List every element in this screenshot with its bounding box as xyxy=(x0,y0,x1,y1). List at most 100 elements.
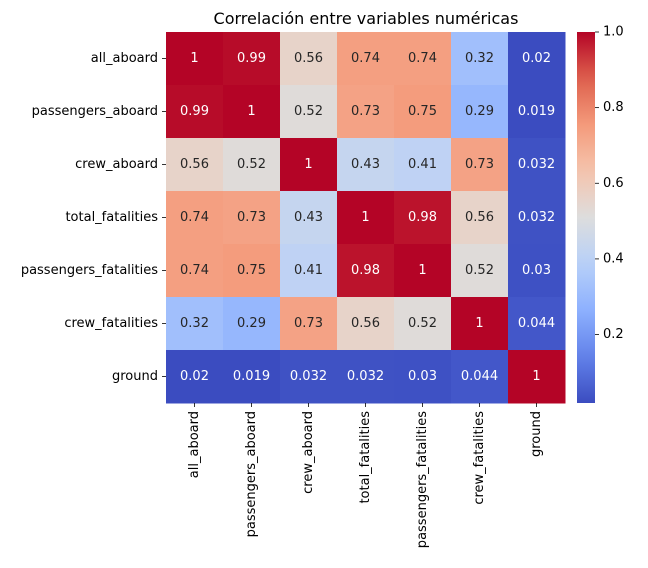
cell-value-label: 0.74 xyxy=(408,51,437,66)
heatmap-cell xyxy=(223,85,281,139)
heatmap-cell xyxy=(451,244,509,298)
cell-value-label: 0.03 xyxy=(522,263,551,278)
heatmap-cell xyxy=(337,244,395,298)
heatmap-cell xyxy=(508,350,566,404)
cell-value-label: 0.32 xyxy=(180,316,209,331)
cell-value-label: 0.98 xyxy=(408,210,437,225)
heatmap-cell xyxy=(451,191,509,245)
cell-value-label: 0.52 xyxy=(237,157,266,172)
y-tick-label: all_aboard xyxy=(91,51,158,66)
cell-value-label: 0.56 xyxy=(180,157,209,172)
heatmap-cell xyxy=(166,244,224,298)
heatmap-cell xyxy=(337,297,395,351)
colorbar-tick-label: 0.2 xyxy=(603,327,624,342)
heatmap-cell xyxy=(508,138,566,192)
cell-value-label: 0.75 xyxy=(237,263,266,278)
cell-value-label: 0.52 xyxy=(465,263,494,278)
heatmap-cell xyxy=(280,350,338,404)
cell-value-label: 0.019 xyxy=(518,104,555,119)
cell-value-label: 0.019 xyxy=(233,369,270,384)
x-tick-label: ground xyxy=(529,411,544,457)
colorbar-tick-label: 1.0 xyxy=(603,25,624,40)
cell-value-label: 0.02 xyxy=(180,369,209,384)
cell-value-label: 0.75 xyxy=(408,104,437,119)
heatmap-cell xyxy=(451,138,509,192)
y-tick-label: crew_fatalities xyxy=(64,316,158,331)
heatmap-cell xyxy=(394,297,452,351)
chart-title: Correlación entre variables numéricas xyxy=(214,9,519,28)
heatmap-cell xyxy=(337,32,395,86)
heatmap-cell xyxy=(508,244,566,298)
heatmap-cell xyxy=(280,85,338,139)
heatmap-cell xyxy=(223,244,281,298)
col-labels: all_aboard passengers_aboard crew_aboard to… xyxy=(187,403,544,548)
cell-value-label: 0.032 xyxy=(290,369,327,384)
x-tick-label: passengers_aboard xyxy=(244,411,259,537)
cell-value-label: 0.03 xyxy=(408,369,437,384)
cell-value-label: 1 xyxy=(304,157,312,172)
cell-value-label: 0.99 xyxy=(180,104,209,119)
heatmap-cell xyxy=(451,350,509,404)
cell-value-label: 0.43 xyxy=(294,210,323,225)
cell-value-label: 0.73 xyxy=(237,210,266,225)
cell-value-label: 0.52 xyxy=(408,316,437,331)
heatmap-cell xyxy=(508,191,566,245)
heatmap-cell xyxy=(166,191,224,245)
heatmap-cell xyxy=(337,191,395,245)
cell-value-label: 0.73 xyxy=(294,316,323,331)
heatmap-cell xyxy=(394,85,452,139)
heatmap-cell xyxy=(451,85,509,139)
heatmap-cell xyxy=(394,191,452,245)
cell-value-label: 0.032 xyxy=(518,157,555,172)
cell-value-label: 0.032 xyxy=(347,369,384,384)
heatmap-cell xyxy=(508,85,566,139)
cell-value-label: 1 xyxy=(418,263,426,278)
colorbar-tick-label: 0.8 xyxy=(603,100,624,115)
heatmap-cell xyxy=(166,138,224,192)
y-tick-label: passengers_fatalities xyxy=(21,263,158,278)
heatmap-cell xyxy=(394,350,452,404)
x-tick-label: crew_fatalities xyxy=(472,411,487,505)
heatmap-cell xyxy=(166,350,224,404)
x-tick-label: all_aboard xyxy=(187,411,202,478)
heatmap-cell xyxy=(166,297,224,351)
row-labels: all_aboard passengers_aboard crew_aboardto… xyxy=(21,51,166,384)
heatmap-cell xyxy=(451,32,509,86)
cell-value-label: 0.52 xyxy=(294,104,323,119)
heatmap-cell xyxy=(223,138,281,192)
cell-value-label: 0.74 xyxy=(180,210,209,225)
heatmap-cell xyxy=(280,191,338,245)
heatmap-cell xyxy=(280,297,338,351)
cell-value-label: 0.41 xyxy=(294,263,323,278)
heatmap-cell xyxy=(280,32,338,86)
y-tick-label: total_fatalities xyxy=(65,210,158,225)
cell-value-label: 0.74 xyxy=(180,263,209,278)
x-tick-label: crew_aboard xyxy=(301,411,316,494)
heatmap-cell xyxy=(166,32,224,86)
cell-value-label: 0.56 xyxy=(465,210,494,225)
heatmap-cell xyxy=(280,244,338,298)
cell-value-label: 0.29 xyxy=(465,104,494,119)
heatmap-cell xyxy=(394,32,452,86)
cell-value-label: 0.73 xyxy=(465,157,494,172)
cell-value-label: 1 xyxy=(190,51,198,66)
heatmap-cells: 1 0.99 0.56 0.74 0.74 0.32 0.02 0.99 1 0.52 0.73 0.… xyxy=(166,32,566,404)
colorbar-tick-label: 0.4 xyxy=(603,251,624,266)
heatmap-cell xyxy=(223,297,281,351)
cell-value-label: 0.032 xyxy=(518,210,555,225)
heatmap-cell xyxy=(508,297,566,351)
y-tick-label: crew_aboard xyxy=(75,157,158,172)
cell-value-label: 1 xyxy=(247,104,255,119)
cell-value-label: 0.43 xyxy=(351,157,380,172)
x-tick-label: total_fatalities xyxy=(358,411,373,504)
colorbar: 0.2 0.4 0.6 0.8 1.0 xyxy=(577,25,624,403)
heatmap-cell xyxy=(223,32,281,86)
colorbar-tick-label: 0.6 xyxy=(603,176,624,191)
cell-value-label: 0.41 xyxy=(408,157,437,172)
cell-value-label: 0.56 xyxy=(294,51,323,66)
heatmap-cell xyxy=(337,85,395,139)
heatmap-cell xyxy=(337,350,395,404)
cell-value-label: 0.73 xyxy=(351,104,380,119)
y-tick-label: passengers_aboard xyxy=(32,104,158,119)
